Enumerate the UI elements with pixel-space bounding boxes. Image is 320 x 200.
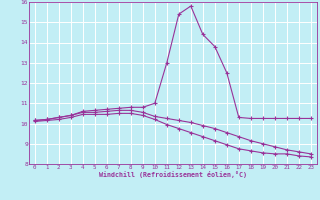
X-axis label: Windchill (Refroidissement éolien,°C): Windchill (Refroidissement éolien,°C): [99, 171, 247, 178]
